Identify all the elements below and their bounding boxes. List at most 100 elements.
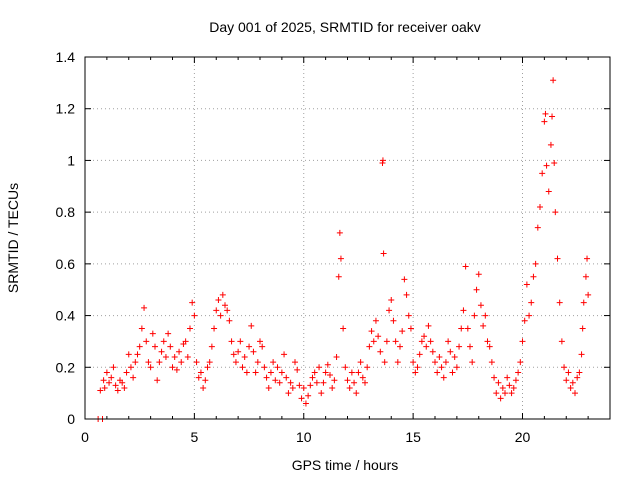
data-point	[211, 325, 218, 332]
data-point	[456, 343, 463, 350]
data-point	[418, 338, 425, 345]
data-point	[254, 359, 261, 366]
data-point	[224, 307, 231, 314]
x-tick-label: 5	[190, 429, 198, 445]
data-point	[442, 359, 449, 366]
data-point	[464, 325, 471, 332]
data-point	[368, 328, 375, 335]
y-tick-label: 0.6	[56, 256, 76, 272]
data-point	[556, 299, 563, 306]
data-point	[298, 395, 305, 402]
data-point	[202, 377, 209, 384]
data-point	[217, 312, 224, 319]
data-point	[320, 379, 327, 386]
y-tick-label: 0.4	[56, 308, 76, 324]
data-point	[130, 374, 137, 381]
data-point	[364, 364, 371, 371]
data-point	[412, 369, 419, 376]
data-point	[427, 338, 434, 345]
data-point	[213, 307, 220, 314]
data-point	[572, 390, 578, 397]
data-point	[355, 369, 362, 376]
data-point	[97, 387, 104, 394]
data-point	[160, 338, 167, 345]
data-point	[156, 359, 163, 366]
data-point	[530, 273, 537, 280]
data-point	[169, 364, 176, 371]
data-point	[410, 359, 417, 366]
data-point	[184, 353, 191, 360]
data-point	[100, 377, 107, 384]
data-point	[379, 157, 386, 164]
data-point	[445, 338, 452, 345]
data-point	[582, 273, 589, 280]
data-point	[259, 343, 266, 350]
data-point	[278, 369, 285, 376]
data-point	[407, 325, 414, 332]
data-point	[493, 390, 500, 397]
data-point	[515, 369, 522, 376]
y-tick-label: 1.2	[56, 101, 76, 117]
data-point	[318, 390, 325, 397]
data-point	[467, 343, 473, 350]
data-point	[552, 209, 559, 216]
data-point	[460, 307, 467, 314]
data-point	[366, 343, 373, 350]
data-point	[359, 374, 366, 381]
data-point	[434, 369, 441, 376]
data-point	[261, 364, 268, 371]
data-point	[267, 369, 274, 376]
data-point	[563, 377, 570, 384]
data-point	[230, 351, 237, 358]
data-point	[429, 348, 436, 355]
data-point	[307, 382, 314, 389]
data-point	[206, 359, 213, 366]
data-point	[508, 390, 515, 397]
data-point	[401, 276, 408, 283]
data-point	[534, 224, 541, 231]
data-point	[337, 255, 344, 262]
data-point	[372, 317, 379, 324]
data-point	[270, 359, 277, 366]
data-point	[311, 369, 318, 376]
data-point	[425, 322, 432, 329]
data-point	[324, 361, 331, 368]
data-point	[383, 338, 390, 345]
data-point	[585, 291, 592, 298]
data-point	[495, 379, 502, 386]
data-point	[302, 400, 309, 407]
y-tick-label: 0.8	[56, 204, 76, 220]
data-point	[486, 343, 493, 350]
data-point	[521, 317, 528, 324]
data-point	[283, 374, 290, 381]
data-point	[477, 302, 484, 309]
data-point	[333, 353, 340, 360]
data-point	[475, 271, 482, 278]
data-point	[414, 364, 421, 371]
data-point	[127, 364, 134, 371]
data-point	[327, 372, 333, 379]
data-point	[281, 351, 288, 358]
data-point	[125, 351, 132, 358]
data-point	[189, 299, 196, 306]
data-point	[438, 364, 445, 371]
data-point	[381, 359, 388, 366]
data-point	[145, 359, 152, 366]
data-point	[451, 353, 458, 360]
data-point	[173, 366, 180, 373]
data-point	[403, 291, 410, 298]
data-point	[469, 359, 476, 366]
data-point	[357, 359, 364, 366]
data-point	[167, 343, 174, 350]
data-point	[235, 348, 242, 355]
data-point	[416, 351, 423, 358]
data-point	[551, 160, 558, 167]
data-point	[561, 364, 568, 371]
data-point	[491, 374, 498, 381]
data-point	[243, 369, 250, 376]
data-point	[584, 255, 591, 262]
data-point	[576, 369, 583, 376]
data-point	[119, 379, 126, 386]
